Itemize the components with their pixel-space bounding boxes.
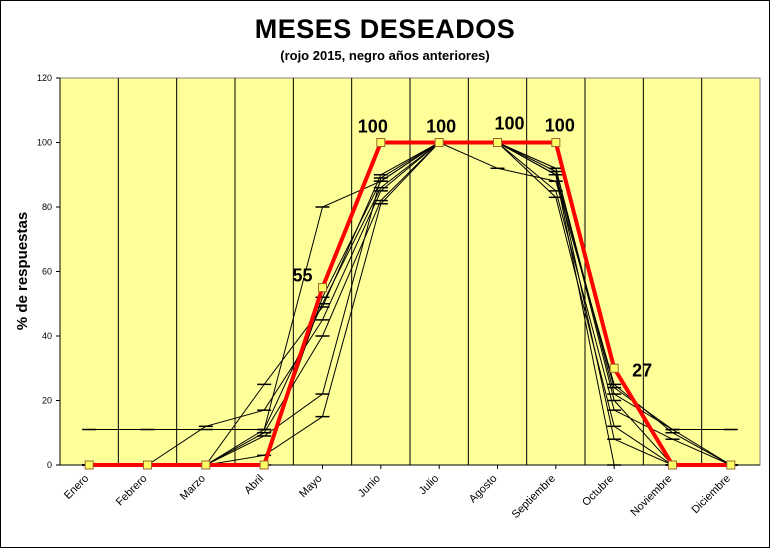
data-label-2015: 100: [426, 117, 456, 137]
series-marker-2015: [434, 138, 444, 147]
series-marker-2015: [84, 460, 94, 470]
series-line-previous-years: [89, 141, 732, 466]
y-tick-label: 40: [42, 331, 52, 341]
x-tick-label: Enero: [62, 473, 91, 502]
series-marker-2015: [201, 460, 211, 470]
data-label-2015: 27: [632, 360, 652, 380]
x-tick-label: Marzo: [178, 473, 208, 503]
y-tick-label: 100: [37, 138, 52, 148]
data-label-2015: 55: [292, 266, 312, 286]
series-line-2015: [89, 140, 731, 467]
x-tick-label: Septiembre: [510, 473, 558, 521]
data-label-2015: 100: [545, 116, 575, 136]
x-tick-label: Agosto: [467, 473, 500, 506]
series-marker-2015: [551, 138, 561, 147]
series-marker-2015: [726, 460, 736, 470]
series-marker-2015: [318, 283, 327, 293]
x-tick-label: Junio: [356, 473, 383, 500]
y-tick-label: 20: [42, 396, 52, 406]
y-tick-label: 80: [42, 202, 52, 212]
series-marker-2015: [143, 460, 152, 470]
chart-title: MESES DESEADOS: [254, 14, 516, 44]
series-marker-2015: [259, 460, 269, 470]
x-tick-label: Abril: [242, 473, 266, 497]
x-tick-label: Mayo: [297, 473, 325, 501]
x-tick-label: Noviembre: [629, 473, 675, 519]
y-tick-label: 0: [47, 460, 52, 470]
x-tick-label: Octubre: [580, 473, 616, 509]
series-marker-2015: [609, 363, 619, 373]
data-label-2015: 100: [358, 117, 388, 137]
series-marker-2015: [376, 138, 386, 147]
y-tick-label: 120: [37, 73, 52, 83]
y-tick-label: 60: [42, 267, 52, 277]
x-tick-label: Febrero: [114, 473, 150, 509]
series-marker-2015: [668, 460, 677, 470]
x-tick-label: Julio: [417, 473, 441, 497]
chart-subtitle: (rojo 2015, negro años anteriores): [280, 48, 490, 63]
y-axis-label: % de respuestas: [14, 212, 31, 330]
data-label-2015: 100: [494, 114, 524, 134]
series-marker-2015: [493, 138, 502, 147]
x-tick-label: Diciembre: [689, 473, 732, 516]
